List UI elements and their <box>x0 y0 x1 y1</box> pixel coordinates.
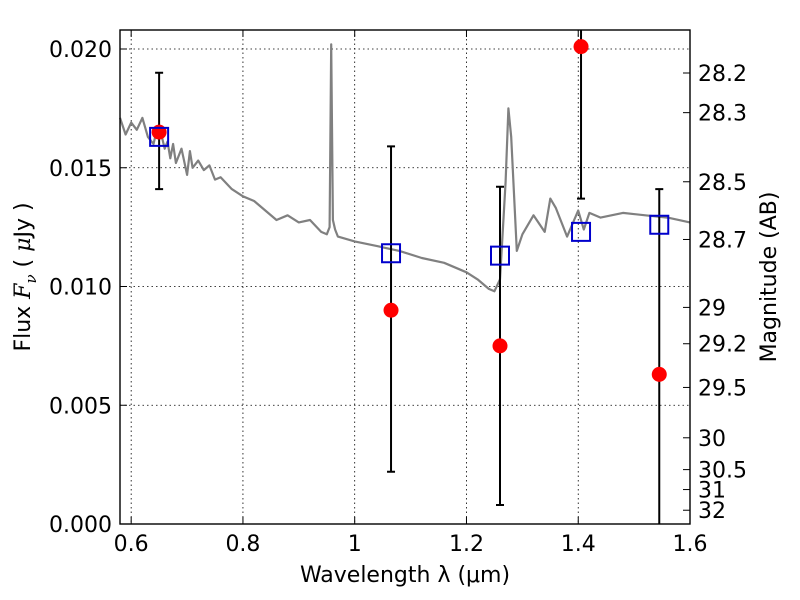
right-tick-label: 30 <box>698 427 726 452</box>
y-tick-label: 0.010 <box>49 276 112 301</box>
model-spectrum-line <box>118 43 691 293</box>
grid-lines <box>120 30 690 524</box>
observed-point <box>651 366 667 382</box>
x-tick-label: 1.4 <box>561 532 596 557</box>
x-tick-label: 1 <box>348 532 362 557</box>
x-tick-label: 0.8 <box>225 532 260 557</box>
right-tick-label: 32 <box>698 499 726 524</box>
x-axis: 0.6 0.8 1 1.2 1.4 1.6 <box>114 30 708 557</box>
model-bandpass-point <box>571 221 592 242</box>
y-axis-left: 0.000 0.005 0.010 0.015 0.020 <box>49 38 127 538</box>
x-tick-label: 1.6 <box>673 532 708 557</box>
right-tick-label: 31 <box>698 479 726 504</box>
right-tick-label: 30.5 <box>698 459 747 484</box>
error-bars <box>155 30 664 524</box>
plot-frame <box>119 29 691 525</box>
observed-point <box>383 302 399 318</box>
right-tick-label: 29.5 <box>698 376 747 401</box>
right-tick-label: 28.7 <box>698 228 747 253</box>
right-tick-label: 29.2 <box>698 333 747 358</box>
observed-points <box>151 39 667 382</box>
model-bandpass-point <box>490 245 510 266</box>
y-tick-label: 0.000 <box>49 513 112 538</box>
right-tick-label: 28.3 <box>698 102 747 127</box>
observed-point <box>492 338 508 354</box>
y-axis-right-label: Magnitude (AB) <box>757 192 782 363</box>
observed-point <box>573 39 589 55</box>
x-axis-label: Wavelength λ (μm) <box>300 563 510 588</box>
model-bandpass-point <box>149 126 170 147</box>
right-tick-label: 29 <box>698 296 726 321</box>
y-tick-label: 0.020 <box>49 38 112 63</box>
model-bandpass-point <box>649 214 670 235</box>
y-tick-label: 0.015 <box>49 157 112 182</box>
model-bandpass-points <box>149 126 670 266</box>
right-tick-label: 28.5 <box>698 171 747 196</box>
y-axis-left-label: Flux Fν ( μJy ) <box>11 202 40 351</box>
x-tick-label: 1.2 <box>449 532 484 557</box>
x-tick-label: 0.6 <box>114 532 149 557</box>
right-tick-label: 28.2 <box>698 62 747 87</box>
model-bandpass-point <box>381 243 402 264</box>
model-spectrum-series <box>118 43 691 293</box>
y-tick-label: 0.005 <box>49 394 112 419</box>
